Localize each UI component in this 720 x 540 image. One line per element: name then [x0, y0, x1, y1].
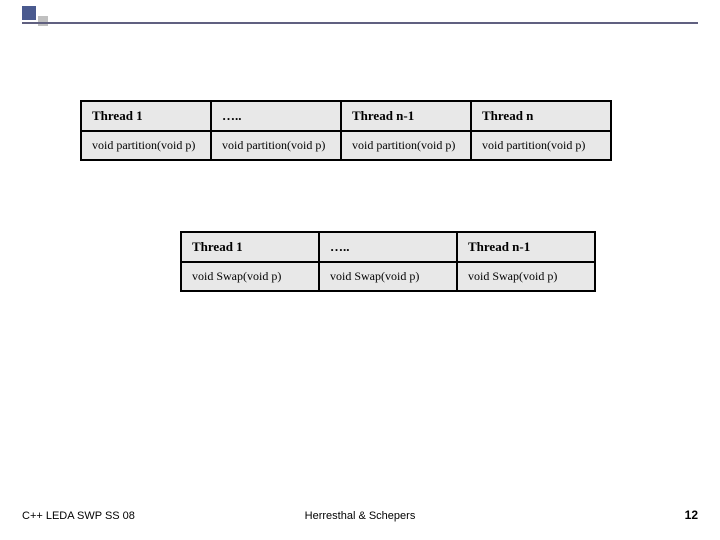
- table-header-row: Thread 1 ….. Thread n-1 Thread n: [81, 101, 611, 131]
- col-header: Thread 1: [81, 101, 211, 131]
- cell: void Swap(void p): [457, 262, 595, 291]
- col-header: …..: [319, 232, 457, 262]
- col-header: Thread n-1: [341, 101, 471, 131]
- table-row: void partition(void p) void partition(vo…: [81, 131, 611, 160]
- slide-header-accent: [0, 0, 720, 24]
- cell: void partition(void p): [81, 131, 211, 160]
- col-header: Thread n: [471, 101, 611, 131]
- col-header: Thread 1: [181, 232, 319, 262]
- threads-partition-table: Thread 1 ….. Thread n-1 Thread n void pa…: [80, 100, 612, 161]
- slide-content: Thread 1 ….. Thread n-1 Thread n void pa…: [0, 100, 720, 292]
- col-header: …..: [211, 101, 341, 131]
- table-row: void Swap(void p) void Swap(void p) void…: [181, 262, 595, 291]
- accent-square-secondary: [38, 16, 48, 26]
- page-number: 12: [685, 508, 698, 522]
- cell: void partition(void p): [341, 131, 471, 160]
- accent-square-primary: [22, 6, 36, 20]
- table-header-row: Thread 1 ….. Thread n-1: [181, 232, 595, 262]
- cell: void partition(void p): [471, 131, 611, 160]
- footer-center-text: Herresthal & Schepers: [0, 510, 720, 522]
- cell: void Swap(void p): [181, 262, 319, 291]
- cell: void partition(void p): [211, 131, 341, 160]
- cell: void Swap(void p): [319, 262, 457, 291]
- accent-line: [22, 22, 698, 24]
- col-header: Thread n-1: [457, 232, 595, 262]
- threads-swap-table: Thread 1 ….. Thread n-1 void Swap(void p…: [180, 231, 596, 292]
